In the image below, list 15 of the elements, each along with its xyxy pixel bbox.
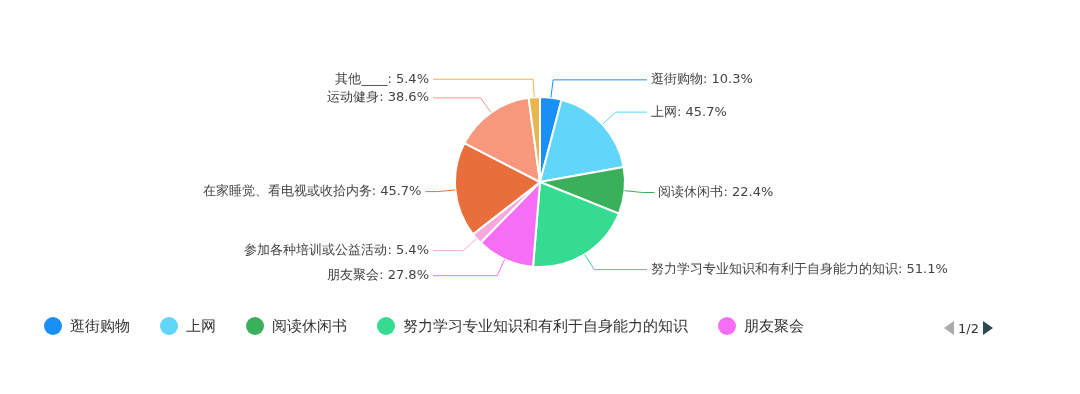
category-label: 上网: 45.7% [651, 103, 727, 119]
text: 1/2 [958, 320, 979, 336]
slice-label: 运动健身: 38.6% [327, 89, 429, 105]
slice-label: 参加各种培训或公益活动: 5.4% [244, 242, 429, 258]
category-label: 阅读休闲书: 22.4% [658, 183, 774, 199]
legend-label: 朋友聚会 [743, 316, 804, 336]
slice-label: 在家睡觉、看电视或收拾内务: 45.7% [202, 182, 422, 198]
legend-label: 逛街购物 [69, 316, 130, 336]
category-label: 逛街购物: 10.3% [651, 71, 753, 87]
legend-label: 努力学习专业知识和有利于自身能力的知识 [402, 316, 688, 336]
legend-label: 阅读休闲书 [271, 316, 347, 336]
slice-label: 其他____: 5.4% [335, 70, 429, 86]
category-label: 努力学习专业知识和有利于自身能力的知识: 51.1% [651, 260, 948, 276]
category-label: 朋友聚会: 27.8% [327, 267, 429, 283]
legend-label: 上网 [185, 316, 216, 336]
